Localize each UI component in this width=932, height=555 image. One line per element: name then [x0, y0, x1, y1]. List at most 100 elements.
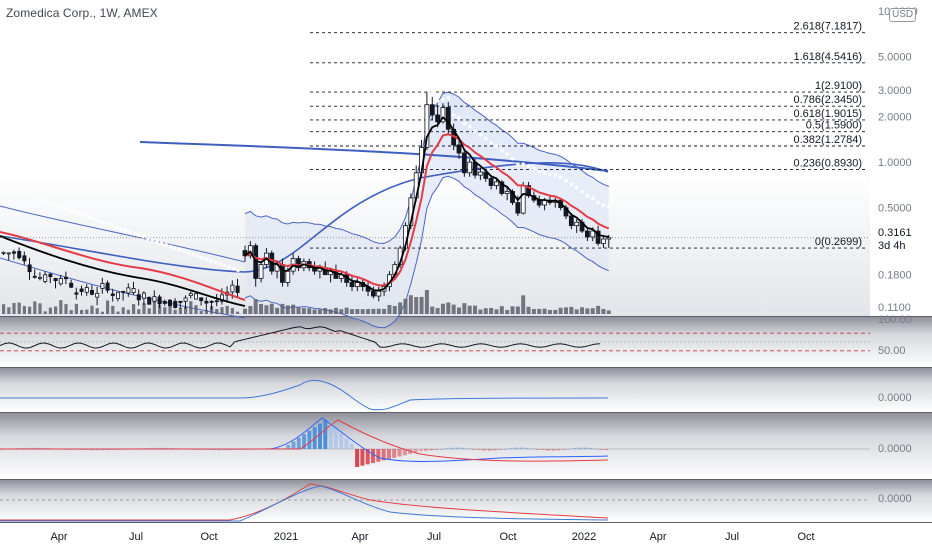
macd-histogram-bar [328, 422, 333, 449]
candle-body [280, 264, 285, 283]
time-axis-label: Jul [427, 531, 441, 543]
volume-bar [494, 309, 499, 314]
sar-dot [222, 263, 227, 268]
volume-bar [462, 303, 467, 314]
macd-histogram-bar [386, 449, 391, 460]
macd-histogram-bar [418, 449, 423, 452]
volume-bar-history [137, 309, 141, 314]
volume-bar [269, 303, 274, 314]
macd-histogram-bar [227, 449, 232, 451]
time-axis[interactable]: Apr Jul Oct 2021 Apr Jul Oct 2022 Apr Jul Oct [50, 531, 814, 543]
candle-body [526, 185, 531, 197]
fib-level-label: 0.236(0.8930) [794, 158, 863, 170]
candle-body [285, 270, 291, 283]
volume-bar [285, 305, 290, 314]
macd-histogram-bar [530, 448, 534, 450]
macd-histogram-bar [424, 449, 428, 451]
fib-level-label: 0(0.2699) [815, 236, 862, 248]
price-axis[interactable]: 10.00005.00003.00002.00001.00000.50000.1… [878, 6, 918, 314]
volume-bar-history [210, 306, 214, 314]
last-price-value: 0.3161 [878, 227, 912, 239]
chart-title: Zomedica Corp., 1W, AMEX [6, 6, 158, 20]
volume-bar [489, 307, 494, 314]
macd-histogram-bar [439, 448, 444, 450]
sar-dot [195, 254, 200, 258]
sar-dot [69, 209, 74, 213]
volume-bar [307, 308, 312, 314]
macd-histogram-bar [598, 449, 603, 450]
price-tick-label: 0.5000 [878, 203, 912, 215]
history-candle [193, 293, 198, 300]
candle-body [461, 152, 467, 174]
volume-bar-history [236, 311, 240, 314]
volume-bar-history [220, 307, 224, 314]
macd-histogram-bar [508, 448, 513, 449]
candle-body [515, 202, 521, 214]
sar-dot [564, 178, 568, 183]
macd-histogram-bar [217, 449, 222, 451]
macd-histogram-bar [461, 447, 466, 449]
pane3-indicator[interactable] [0, 379, 609, 411]
history-candle [178, 300, 183, 303]
sar-dot [558, 175, 563, 180]
history-candle [136, 294, 141, 301]
sar-dot [186, 251, 191, 255]
history-candle [69, 282, 74, 288]
macd-histogram-bar [42, 447, 47, 449]
time-axis-label: Apr [50, 531, 67, 543]
candle-body [606, 237, 612, 240]
volume-bar [435, 308, 440, 314]
macd-histogram-bar [429, 449, 434, 451]
volume-bar-history [17, 302, 21, 314]
macd-histogram-bar [291, 441, 296, 449]
currency-badge[interactable]: USD [889, 8, 917, 22]
sar-dot [159, 241, 164, 245]
history-candle [199, 297, 204, 302]
candle-body [494, 181, 499, 186]
fib-level-label: 1.618(4.5416) [794, 51, 863, 63]
sar-dot [47, 201, 51, 205]
candle-body [370, 290, 376, 297]
pane-separators[interactable] [0, 316, 932, 523]
ema-red-history [0, 231, 246, 301]
macd-histogram-bar [498, 449, 503, 450]
rsi-pane[interactable] [0, 326, 870, 352]
volume-bar [446, 302, 451, 314]
macd-histogram-bar [339, 433, 344, 449]
sar-dot [425, 86, 429, 90]
macd-histogram-bar [307, 430, 312, 449]
history-candle [58, 278, 63, 285]
history-candle [121, 291, 126, 293]
sar-dot [590, 196, 595, 201]
sar-dot [451, 113, 456, 117]
volume-bar [398, 302, 403, 314]
macd-histogram-bar [482, 449, 487, 451]
volume-bar [521, 295, 526, 314]
volume-bar [291, 304, 296, 314]
macd-histogram-bar [450, 447, 455, 449]
macd-histogram-bar [545, 449, 550, 451]
fibonacci-retracement[interactable]: 2.618(7.1817) 1.618(4.5416) 1(2.9100) 0.786… [310, 21, 868, 249]
macd-histogram-bar [381, 449, 386, 461]
sar-dot [119, 227, 123, 231]
history-candle [183, 297, 188, 302]
sar-dot [516, 162, 520, 166]
candlestick-series[interactable] [1, 92, 612, 311]
macd-pane[interactable] [0, 417, 870, 467]
history-candle [22, 255, 27, 262]
time-axis-label: Oct [200, 531, 217, 543]
volume-bar [259, 303, 264, 314]
candle-body [595, 230, 601, 244]
sar-dot [92, 217, 96, 221]
volume-bar-history [142, 303, 146, 314]
sar-dot [128, 230, 132, 234]
history-candle [131, 288, 136, 294]
volume-bar-history [121, 307, 125, 314]
candle-body [536, 199, 542, 206]
pane5-indicator[interactable] [0, 483, 870, 522]
macd-histogram-bar [355, 449, 360, 467]
rsi-line [0, 326, 601, 349]
candle-body [483, 171, 489, 179]
